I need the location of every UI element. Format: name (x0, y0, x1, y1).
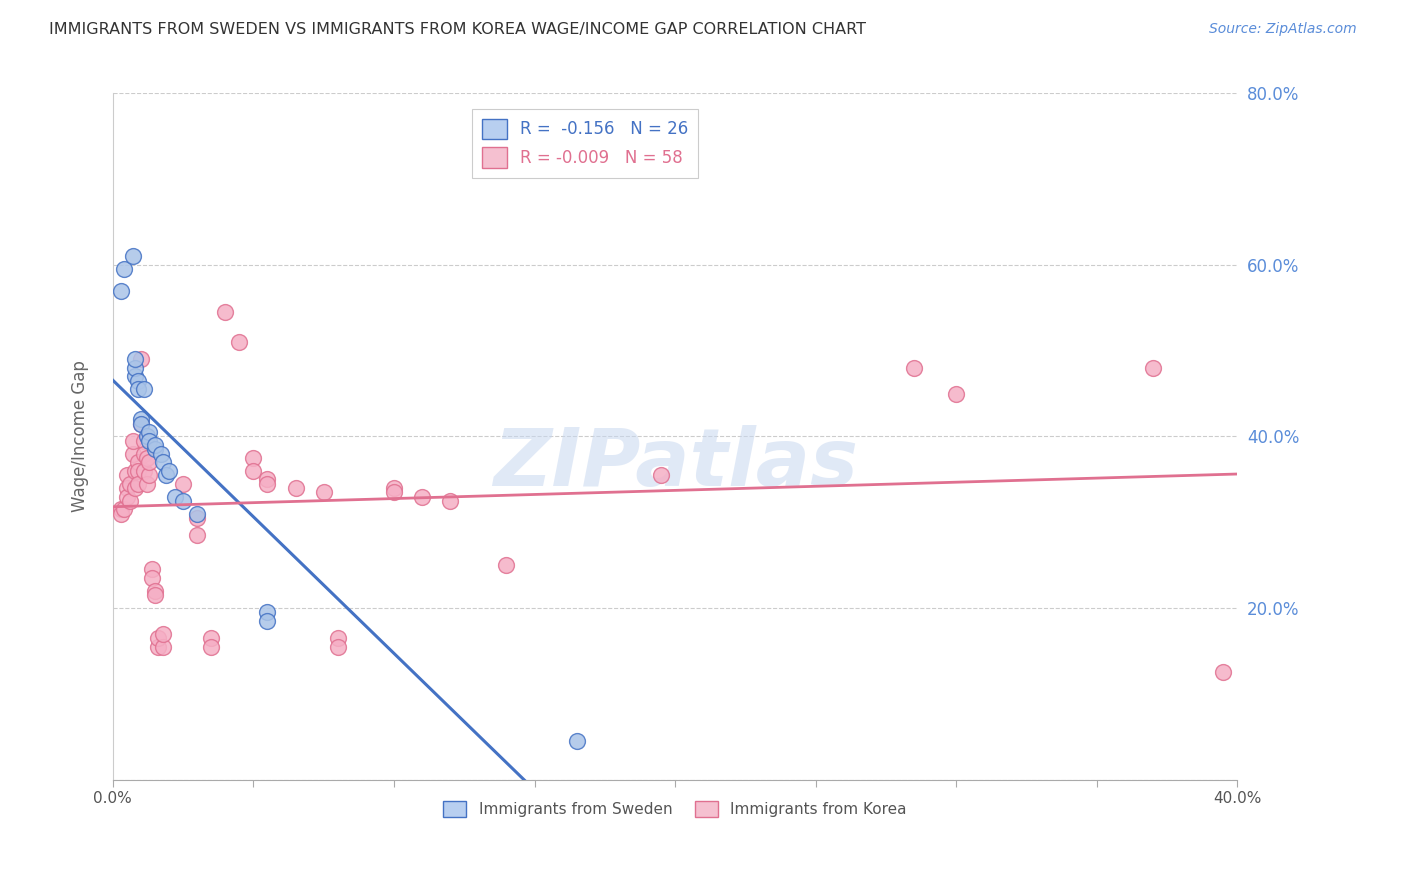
Point (135, 450, 157, 465)
Point (118, 493, 141, 508)
Point (112, 262, 135, 277)
Point (115, 481, 138, 495)
Point (124, 360, 146, 375)
Text: Source: ZipAtlas.com: Source: ZipAtlas.com (1209, 22, 1357, 37)
Point (146, 631, 169, 645)
Text: IMMIGRANTS FROM SWEDEN VS IMMIGRANTS FROM KOREA WAGE/INCOME GAP CORRELATION CHAR: IMMIGRANTS FROM SWEDEN VS IMMIGRANTS FRO… (49, 22, 866, 37)
Point (129, 417, 152, 431)
Point (141, 571, 163, 585)
Point (127, 382, 149, 396)
Y-axis label: Wage/Income Gap: Wage/Income Gap (72, 360, 89, 512)
Point (124, 464, 146, 478)
Point (138, 455, 160, 469)
Text: ZIPatlas: ZIPatlas (492, 425, 858, 503)
Point (157, 464, 180, 478)
Point (256, 476, 278, 491)
Point (127, 455, 149, 469)
Point (284, 481, 307, 495)
Point (132, 447, 155, 461)
Point (143, 438, 166, 452)
Point (903, 360, 925, 375)
Point (186, 528, 208, 542)
Point (115, 490, 138, 504)
Point (565, 734, 588, 748)
Point (138, 434, 160, 448)
Point (152, 640, 174, 654)
Point (129, 417, 152, 431)
Point (135, 429, 157, 443)
Point (411, 490, 433, 504)
Point (382, 481, 405, 495)
Point (242, 450, 264, 465)
Point (121, 249, 143, 263)
Point (149, 447, 172, 461)
Point (312, 485, 335, 500)
Point (228, 335, 250, 350)
Point (163, 490, 186, 504)
Point (256, 614, 278, 628)
Point (112, 502, 135, 516)
Point (138, 425, 160, 440)
Point (186, 511, 208, 525)
Point (132, 464, 155, 478)
Point (118, 476, 141, 491)
Point (127, 374, 149, 388)
Point (945, 386, 967, 401)
Point (115, 468, 138, 483)
Point (132, 434, 155, 448)
Point (200, 640, 222, 654)
Point (138, 468, 160, 483)
Point (127, 464, 149, 478)
Point (143, 583, 166, 598)
Point (256, 605, 278, 619)
Point (121, 447, 143, 461)
Point (1142, 360, 1164, 375)
Point (135, 476, 157, 491)
Point (121, 434, 143, 448)
Point (152, 455, 174, 469)
Point (143, 588, 166, 602)
Point (129, 412, 152, 426)
Point (132, 382, 155, 396)
Point (382, 485, 405, 500)
Point (439, 493, 461, 508)
Point (200, 631, 222, 645)
Point (1212, 665, 1234, 680)
Point (146, 640, 169, 654)
Point (124, 352, 146, 367)
Point (172, 493, 194, 508)
Point (650, 468, 672, 483)
Point (143, 442, 166, 457)
Point (110, 507, 132, 521)
Point (326, 631, 349, 645)
Point (326, 640, 349, 654)
Legend: Immigrants from Sweden, Immigrants from Korea: Immigrants from Sweden, Immigrants from … (437, 796, 912, 823)
Point (110, 502, 132, 516)
Point (242, 464, 264, 478)
Point (129, 352, 152, 367)
Point (214, 305, 236, 319)
Point (141, 562, 163, 576)
Point (110, 284, 132, 298)
Point (127, 476, 149, 491)
Point (186, 507, 208, 521)
Point (124, 369, 146, 384)
Point (152, 627, 174, 641)
Point (124, 481, 146, 495)
Point (495, 558, 517, 573)
Point (155, 468, 177, 483)
Point (256, 472, 278, 486)
Point (172, 476, 194, 491)
